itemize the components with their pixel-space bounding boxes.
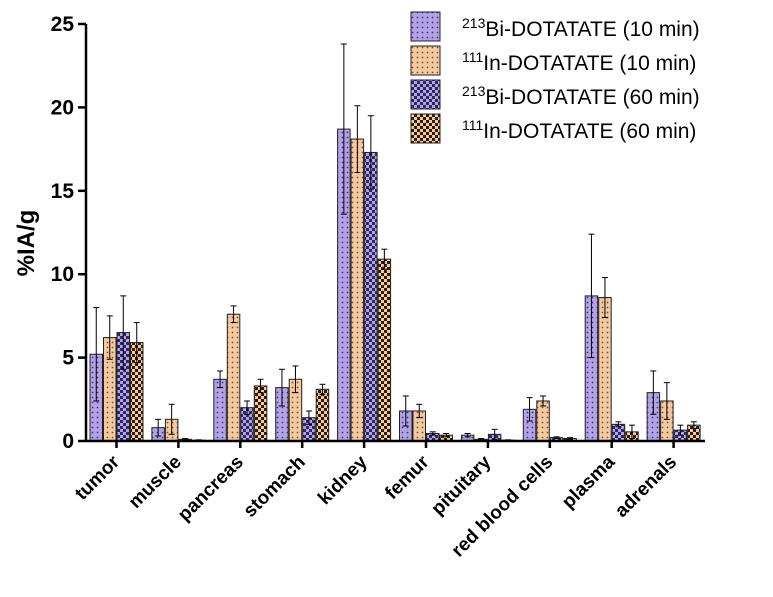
bar [598, 297, 612, 442]
x-tick-label: pancreas [174, 452, 248, 526]
x-tick-label: kidney [314, 451, 372, 509]
x-tick-label: femur [381, 451, 434, 504]
bar-group-muscle [151, 403, 206, 442]
y-tick-label: 15 [51, 180, 75, 203]
legend-item: 111In-DOTATATE (10 min) [410, 45, 696, 76]
bar-group-kidney [337, 43, 392, 442]
legend-swatch [410, 113, 441, 144]
legend-label: 213Bi-DOTATATE (10 min) [462, 15, 700, 41]
y-axis-title: %IA/g [13, 210, 40, 277]
bar-group-femur [399, 395, 453, 442]
x-tick-label: tumor [71, 451, 124, 504]
bar [536, 400, 550, 442]
bar [350, 138, 365, 442]
y-tick-label: 10 [51, 263, 74, 286]
bar-group-red-blood-cells [522, 395, 577, 442]
bar [364, 151, 378, 442]
bar [253, 385, 268, 442]
y-axis: 0 5 10 15 20 25 [51, 13, 88, 453]
legend-item: 213Bi-DOTATATE (10 min) [410, 11, 700, 42]
bar-group-pancreas [213, 305, 268, 442]
legend: 213Bi-DOTATATE (10 min) 111In-DOTATATE (1… [410, 11, 700, 144]
legend-label: 213Bi-DOTATATE (60 min) [462, 83, 700, 109]
bar-group-plasma [584, 233, 639, 442]
bar-group-stomach [275, 365, 330, 442]
bar-group-tumor [89, 295, 144, 442]
y-tick-label: 20 [51, 96, 74, 119]
bar [315, 388, 330, 442]
x-tick-label: muscle [125, 452, 186, 513]
legend-label: 111In-DOTATATE (10 min) [462, 49, 696, 75]
x-tick-label: stomach [240, 452, 310, 522]
y-tick-label: 25 [51, 13, 75, 36]
bar-group-adrenals [646, 370, 701, 442]
y-tick-label: 5 [62, 347, 74, 370]
bar [213, 378, 227, 442]
x-tick-label: plasma [558, 451, 619, 512]
x-tick-label: adrenals [611, 452, 681, 522]
bar [377, 258, 392, 442]
legend-item: 213Bi-DOTATATE (60 min) [410, 79, 700, 110]
bar-group-pituitary [460, 428, 515, 442]
legend-item: 111In-DOTATATE (60 min) [410, 113, 696, 144]
legend-swatch [410, 45, 441, 76]
legend-swatch [410, 11, 441, 42]
legend-label: 111In-DOTATATE (60 min) [462, 117, 696, 143]
legend-swatch [410, 79, 441, 110]
bar [226, 313, 241, 442]
y-tick-label: 0 [62, 430, 74, 453]
